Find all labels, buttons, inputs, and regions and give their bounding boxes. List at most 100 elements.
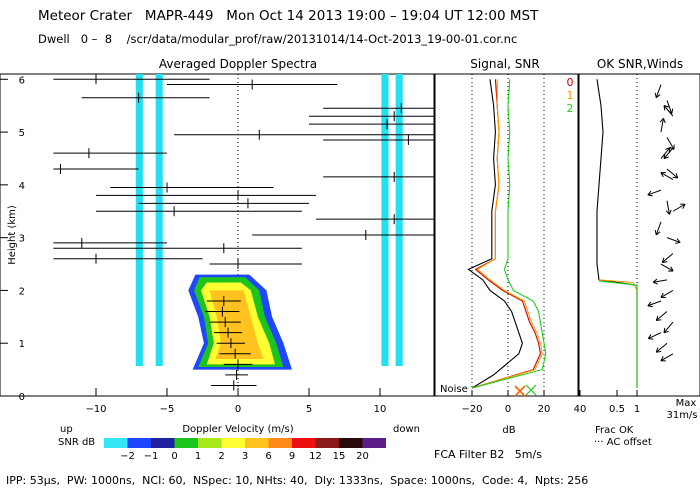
marker-x-green — [525, 384, 537, 396]
wind-arrow-head — [648, 338, 654, 340]
snr-scale-swatch — [245, 438, 269, 448]
wind-arrow — [655, 311, 668, 321]
snr-tick-label: 0 — [505, 404, 511, 415]
clutter-band — [395, 74, 403, 366]
ok-series-ok_orange — [598, 279, 638, 389]
wind-arrow-head — [682, 204, 686, 209]
winds-title: OK SNR,Winds — [597, 57, 683, 71]
wind-arrow — [666, 237, 681, 243]
header-line-2: Dwell 0 – 8 /scr/data/modular_prof/raw/2… — [38, 32, 518, 46]
snr-legend-1: 1 — [567, 89, 574, 102]
velocity-tick-label: −10 — [85, 404, 106, 415]
wind-arrow — [663, 321, 674, 334]
snr-scale-swatch — [315, 438, 339, 448]
height-tick-label: 3 — [19, 234, 25, 245]
wind-arrow — [660, 289, 674, 298]
wind-arrow-head — [647, 305, 653, 308]
snr-scale-swatch — [221, 438, 245, 448]
wind-arrow-head — [656, 350, 662, 353]
wind-arrow-head — [647, 190, 652, 196]
snr-scale-swatch — [174, 438, 198, 448]
wind-arrow-head — [647, 301, 652, 307]
wind-arrow — [660, 172, 674, 181]
wind-arrow-head — [662, 118, 666, 124]
ok-series-ok_green — [598, 280, 638, 389]
wind-arrow-head — [670, 266, 674, 272]
snr-scale-swatch — [362, 438, 386, 448]
snr-scale-swatch — [151, 438, 175, 448]
wind-arrow — [666, 137, 675, 150]
wind-arrow — [660, 263, 674, 272]
wind-arrow-head — [647, 334, 652, 339]
wind-arrow-head — [661, 257, 665, 263]
height-tick-label: 6 — [19, 75, 25, 86]
down-label: down — [393, 424, 420, 435]
ok-series-frac_ok — [596, 79, 638, 389]
snr-scale-tick: 2 — [218, 451, 224, 462]
snr-legend-2: 2 — [567, 102, 574, 115]
wind-arrow-head — [656, 319, 662, 322]
wind-arrow — [666, 168, 679, 179]
winds-frame — [578, 73, 700, 397]
wind-arrow — [660, 353, 674, 362]
wind-arrow-head — [655, 347, 659, 353]
wind-arrow-head — [669, 146, 675, 150]
wind-arrow — [660, 147, 671, 159]
snr-scale-swatch — [339, 438, 363, 448]
wind-arrow-head — [672, 176, 678, 179]
wind-arrow-head — [668, 209, 672, 215]
wind-arrow-head — [663, 327, 666, 333]
snr-series-signal — [467, 79, 523, 389]
snr-frame — [434, 73, 579, 397]
snr-series-1 — [471, 79, 543, 389]
wind-arrow-head — [676, 238, 681, 243]
noise-label: Noise — [440, 384, 468, 395]
wind-arrow-head — [663, 330, 669, 334]
height-axis-label: Height (km) — [7, 205, 18, 265]
params-line: IPP: 53μs, PW: 1000ns, NCI: 60, NSpec: 1… — [6, 474, 589, 487]
snr-contour — [209, 290, 264, 360]
snr-legend-0: 0 — [567, 76, 574, 89]
wind-arrow-head — [663, 156, 669, 160]
height-tick-label: 4 — [19, 181, 25, 192]
velocity-tick-label: 10 — [374, 404, 387, 415]
clutter-band — [135, 74, 143, 366]
wind-arrow-head — [665, 147, 671, 150]
wind-arrow — [660, 118, 664, 133]
wind-arrow-head — [663, 105, 669, 108]
header-line-1: Meteor Crater MAPR-449 Mon Oct 14 2013 1… — [38, 8, 539, 24]
wind-arrow — [647, 300, 662, 307]
snr-scale-tick: 3 — [242, 451, 248, 462]
wind-arrow — [663, 147, 674, 159]
wind-arrow-head — [647, 194, 653, 197]
wind-arrow-head — [655, 315, 659, 321]
snr-tick-label: −20 — [461, 404, 482, 415]
snr-scale-swatch — [292, 438, 316, 448]
snr-scale-swatch — [268, 438, 292, 448]
wind-arrow — [655, 84, 662, 98]
velocity-axis-label: Doppler Velocity (m/s) — [182, 424, 293, 435]
snr-scale-tick: 6 — [265, 451, 271, 462]
ok-tick-label: 0.5 — [609, 404, 625, 415]
wind-arrow — [655, 221, 662, 236]
snr-axis-label: dB — [502, 425, 515, 436]
wind-arrow — [648, 332, 662, 340]
snr-scale-tick: 0 — [171, 451, 177, 462]
wind-arrow-head — [675, 173, 679, 179]
spectra-title: Averaged Doppler Spectra — [159, 57, 317, 71]
snr-series-2 — [471, 79, 547, 389]
height-tick-label: 0 — [19, 392, 25, 403]
height-tick-label: 2 — [19, 286, 25, 297]
snr-scale-label: SNR dB — [58, 437, 95, 448]
marker-x-orange — [514, 385, 526, 397]
velocity-tick-label: 5 — [306, 404, 312, 415]
wind-arrow-head — [668, 147, 671, 153]
snr-scale-swatch — [104, 438, 128, 448]
wind-arrow-head — [655, 94, 661, 99]
wind-arrow-head — [665, 210, 670, 215]
clutter-band — [155, 74, 163, 366]
wind-arrow — [663, 105, 674, 117]
wind-arrow-head — [653, 281, 659, 285]
frac-ok-label: Frac OK — [595, 425, 634, 436]
